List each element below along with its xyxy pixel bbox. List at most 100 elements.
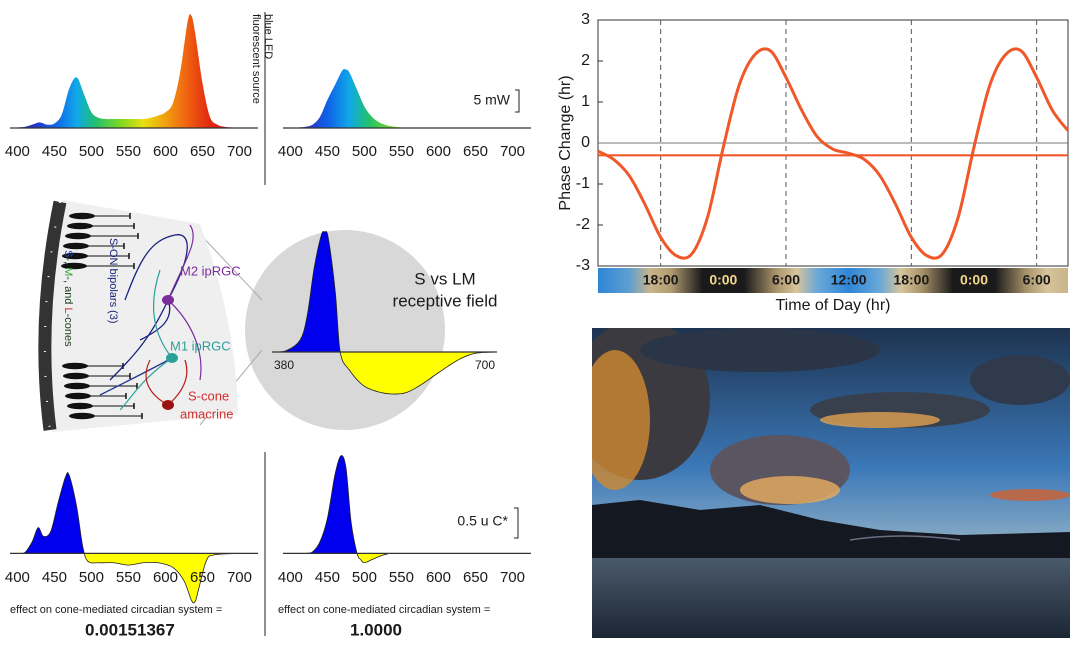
- x-tick-label: 400: [278, 569, 303, 586]
- y-tick-label: 1: [581, 93, 590, 110]
- bipolar-label: S-ON bipolars (3): [107, 238, 119, 324]
- caption: effect on cone-mediated circadian system…: [278, 604, 490, 616]
- y-tick-label: 3: [581, 11, 590, 28]
- x-tick-label: 700: [227, 569, 252, 586]
- scale-bar: [515, 89, 520, 113]
- cones-label: S-, M-, and L-cones: [62, 250, 74, 347]
- x-tick-label: 700: [500, 143, 525, 160]
- receptive-field-disc: [245, 230, 445, 430]
- retina-diagram: M2 ipRGC M1 ipRGC S-cone amacrine S-ON b…: [38, 200, 241, 432]
- cone: [69, 212, 95, 220]
- cone: [65, 232, 91, 240]
- cones-label-part: -, and: [62, 276, 74, 307]
- x-tick-label: 650: [463, 143, 488, 160]
- y-tick-label: 0: [581, 134, 590, 151]
- water: [592, 558, 1070, 638]
- result: 0.00151367: [85, 620, 175, 639]
- scale-bar: [514, 507, 519, 539]
- x-tick-label: 550: [389, 569, 414, 586]
- cone: [65, 392, 91, 400]
- cone: [69, 412, 95, 420]
- y-tick-label: -2: [576, 216, 590, 233]
- x-tick-label: 0:00: [960, 272, 988, 288]
- x-tick-label: 650: [190, 569, 215, 586]
- x-tick-label: 18:00: [643, 272, 679, 288]
- x-tick-label: 0:00: [709, 272, 737, 288]
- cloud: [740, 476, 840, 504]
- x-tick-label: 400: [5, 143, 30, 160]
- y-tick-label: -3: [576, 257, 590, 274]
- spectrum-area: [17, 472, 240, 604]
- retina-wedge: [45, 200, 239, 432]
- panel-title: receptive field: [393, 291, 498, 310]
- x-tick-label: 600: [426, 569, 451, 586]
- spectrum-area: [283, 69, 513, 129]
- x-tick-label: 500: [352, 569, 377, 586]
- x-tick-label: 450: [315, 143, 340, 160]
- cone: [63, 242, 89, 250]
- m2-soma: [162, 295, 174, 305]
- retina-rim: [38, 200, 67, 431]
- cloud: [592, 350, 650, 490]
- m2-label: M2 ipRGC: [180, 263, 241, 278]
- cone: [63, 372, 89, 380]
- x-tick-label: 700: [227, 143, 252, 160]
- spectrum-area: [10, 14, 240, 128]
- x-tick-label: 400: [278, 143, 303, 160]
- spectrum-area: [271, 230, 498, 395]
- amacrine-soma: [162, 400, 174, 410]
- source-label: fluorescent source: [250, 14, 262, 104]
- m1-soma: [166, 353, 178, 363]
- cone: [62, 362, 88, 370]
- m2-dendrite: [167, 224, 202, 381]
- scale-label: 5 mW: [473, 92, 510, 108]
- cones-label-part: -cones: [62, 314, 74, 348]
- time-bar: [598, 268, 1068, 293]
- x-tick-label: 450: [42, 569, 67, 586]
- x-tick-label: 500: [79, 569, 104, 586]
- x-tick-label: 450: [42, 143, 67, 160]
- cones-label-part: M: [62, 267, 74, 276]
- amacrine-label: S-cone: [188, 388, 229, 403]
- x-tick-label: 600: [426, 143, 451, 160]
- x-tick-label: 550: [116, 569, 141, 586]
- caption: effect on cone-mediated circadian system…: [10, 604, 222, 616]
- cone: [61, 262, 87, 270]
- x-tick-label: 18:00: [893, 272, 929, 288]
- cones-label-part: -,: [62, 257, 74, 267]
- cloud: [640, 328, 880, 372]
- cones-label-part: L: [62, 307, 74, 313]
- bipolar-neurite: [109, 298, 171, 381]
- x-tick-label: 700: [475, 358, 495, 372]
- x-tick-label: 700: [500, 569, 525, 586]
- y-tick-label: 2: [581, 52, 590, 69]
- y-tick-label: -1: [576, 175, 590, 192]
- x-tick-label: 600: [153, 143, 178, 160]
- cone: [64, 382, 90, 390]
- x-tick-label: 650: [190, 143, 215, 160]
- photo: [592, 328, 1070, 638]
- x-axis-label: Time of Day (hr): [776, 297, 891, 314]
- cloud: [820, 412, 940, 428]
- result: 1.0000: [350, 620, 402, 639]
- bridge: [849, 535, 961, 541]
- data-line: [597, 47, 1070, 260]
- spectrum-area: [290, 455, 513, 564]
- cloud: [990, 489, 1070, 501]
- x-tick-label: 500: [79, 143, 104, 160]
- x-tick-label: 6:00: [772, 272, 800, 288]
- cloud: [970, 355, 1070, 405]
- x-tick-label: 380: [274, 358, 294, 372]
- x-tick-label: 12:00: [831, 272, 867, 288]
- x-tick-label: 6:00: [1023, 272, 1051, 288]
- cone-group: [61, 212, 143, 420]
- source-label: blue LED: [262, 14, 274, 59]
- cones-label-part: S: [62, 250, 74, 257]
- x-tick-label: 450: [315, 569, 340, 586]
- x-tick-label: 500: [352, 143, 377, 160]
- x-tick-label: 400: [5, 569, 30, 586]
- x-tick-label: 550: [116, 143, 141, 160]
- x-tick-label: 550: [389, 143, 414, 160]
